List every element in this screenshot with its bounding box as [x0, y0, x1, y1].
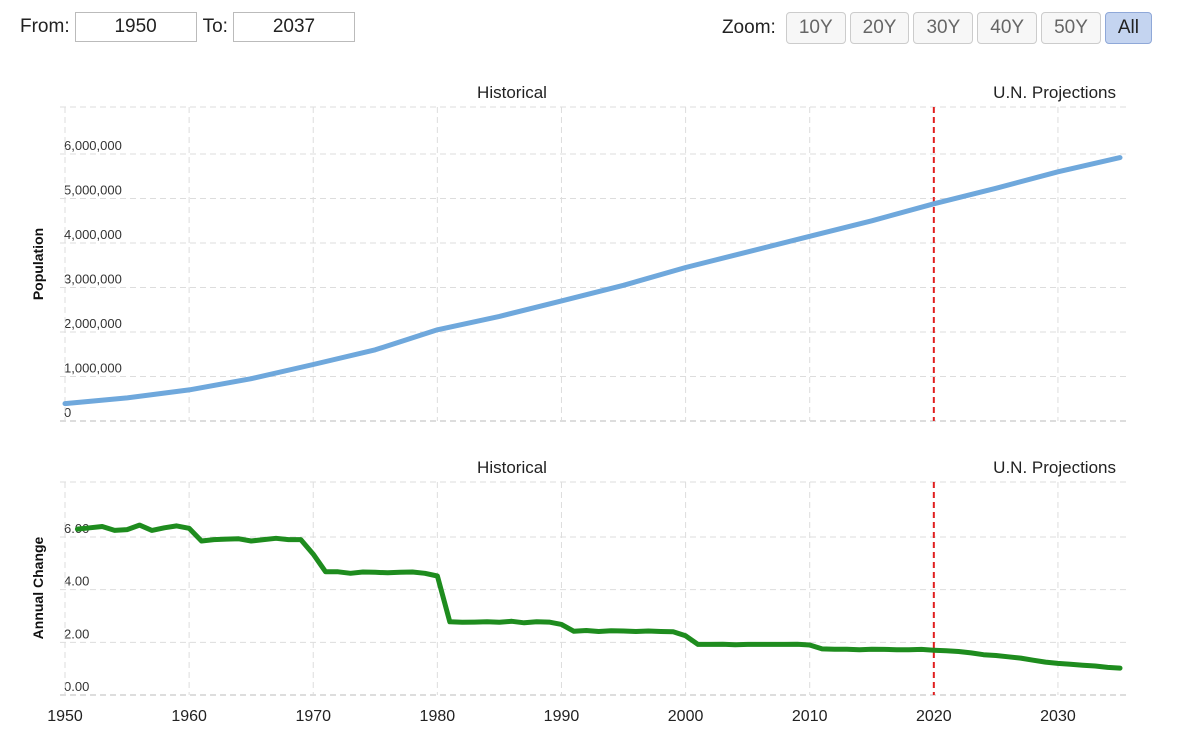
- from-label: From:: [20, 16, 70, 37]
- population-series-line: [62, 155, 1123, 407]
- x-tick-label: 2010: [792, 708, 828, 725]
- x-tick-label: 2000: [668, 708, 704, 725]
- population-ytick-label: 4,000,000: [64, 227, 122, 242]
- to-input[interactable]: 2037: [232, 12, 355, 42]
- x-tick-label: 1980: [420, 708, 456, 725]
- date-range-controls: From: 1950 To: 2037: [20, 12, 355, 42]
- annual-change-y-axis-title: Annual Change: [30, 536, 46, 639]
- to-label: To:: [202, 16, 228, 37]
- population-y-axis-title: Population: [30, 228, 46, 300]
- population-ytick-label: 1,000,000: [64, 361, 122, 376]
- x-tick-label: 1990: [544, 708, 580, 725]
- population-ytick-label: 2,000,000: [64, 316, 122, 331]
- x-tick-label: 1960: [171, 708, 207, 725]
- zoom-all-button[interactable]: All: [1104, 12, 1152, 44]
- population-ytick-label: 5,000,000: [64, 183, 122, 198]
- x-tick-label: 1970: [295, 708, 331, 725]
- zoom-20y-button[interactable]: 20Y: [849, 12, 910, 44]
- population-ytick-label: 6,000,000: [64, 138, 122, 153]
- population-ytick-label: 3,000,000: [64, 272, 122, 287]
- annual-change-section-historical: Historical: [477, 458, 547, 477]
- zoom-controls: Zoom: 10Y 20Y 30Y 40Y 50Y All: [722, 12, 1152, 44]
- annual-change-ytick-label: 4.00: [64, 574, 89, 589]
- annual-change-series-line: [74, 522, 1123, 671]
- annual-change-ytick-label: 0.00: [64, 679, 89, 694]
- population-section-projections: U.N. Projections: [993, 83, 1116, 102]
- x-tick-label: 1950: [47, 708, 83, 725]
- zoom-40y-button[interactable]: 40Y: [977, 12, 1038, 44]
- annual-change-ytick-label: 2.00: [64, 626, 89, 641]
- x-tick-label: 2020: [916, 708, 952, 725]
- annual-change-section-projections: U.N. Projections: [993, 458, 1116, 477]
- population-ytick-label: 0: [64, 405, 71, 420]
- zoom-10y-button[interactable]: 10Y: [785, 12, 846, 44]
- population-section-historical: Historical: [477, 83, 547, 102]
- zoom-50y-button[interactable]: 50Y: [1041, 12, 1101, 44]
- zoom-label: Zoom:: [721, 17, 776, 38]
- from-input[interactable]: 1950: [74, 12, 197, 42]
- zoom-30y-button[interactable]: 30Y: [913, 12, 974, 44]
- x-tick-label: 2030: [1040, 708, 1076, 725]
